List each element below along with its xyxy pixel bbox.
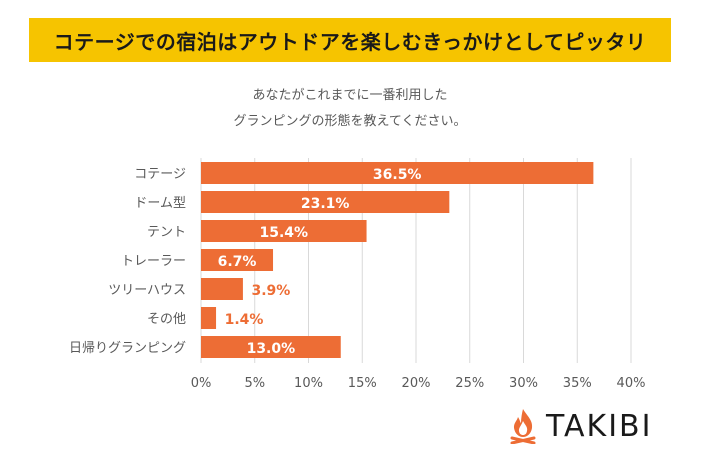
bar xyxy=(201,307,217,329)
data-label: 15.4% xyxy=(259,225,308,241)
bar xyxy=(201,162,594,184)
campfire-icon xyxy=(510,409,536,444)
bar xyxy=(201,336,341,358)
category-label: テント xyxy=(147,225,186,240)
data-label: 23.1% xyxy=(301,196,350,212)
headline-banner: コテージでの宿泊はアウトドアを楽しむきっかけとしてピッタリ xyxy=(29,18,671,62)
x-tick-label: 20% xyxy=(402,376,431,391)
bar xyxy=(201,278,243,300)
x-tick-label: 35% xyxy=(563,376,592,391)
x-tick-label: 30% xyxy=(509,376,538,391)
bar xyxy=(201,220,367,242)
x-tick-label: 15% xyxy=(348,376,377,391)
category-label: コテージ xyxy=(134,167,186,182)
x-tick-label: 40% xyxy=(617,376,646,391)
x-tick-label: 10% xyxy=(294,376,323,391)
category-label: ドーム型 xyxy=(134,196,186,211)
chart-question-line-2: グランピングの形態を教えてください。 xyxy=(233,114,467,129)
data-label: 6.7% xyxy=(218,254,257,270)
bar xyxy=(201,249,274,271)
data-label: 1.4% xyxy=(225,312,264,328)
bar xyxy=(201,191,450,213)
x-tick-label: 5% xyxy=(244,376,265,391)
data-label: 13.0% xyxy=(247,341,296,357)
category-label: ツリーハウス xyxy=(108,283,186,298)
category-label: トレーラー xyxy=(121,254,186,269)
data-label: 3.9% xyxy=(252,283,291,299)
x-tick-label: 0% xyxy=(191,376,212,391)
chart-question-line-1: あなたがこれまでに一番利用した xyxy=(252,88,448,103)
category-label: その他 xyxy=(147,312,186,327)
brand-name: TAKIBI xyxy=(546,408,653,444)
brand-logo: TAKIBI xyxy=(508,408,652,444)
headline-text: コテージでの宿泊はアウトドアを楽しむきっかけとしてピッタリ xyxy=(53,29,647,54)
x-tick-label: 25% xyxy=(455,376,484,391)
data-label: 36.5% xyxy=(373,167,422,183)
category-label: 日帰りグランピング xyxy=(69,340,186,356)
